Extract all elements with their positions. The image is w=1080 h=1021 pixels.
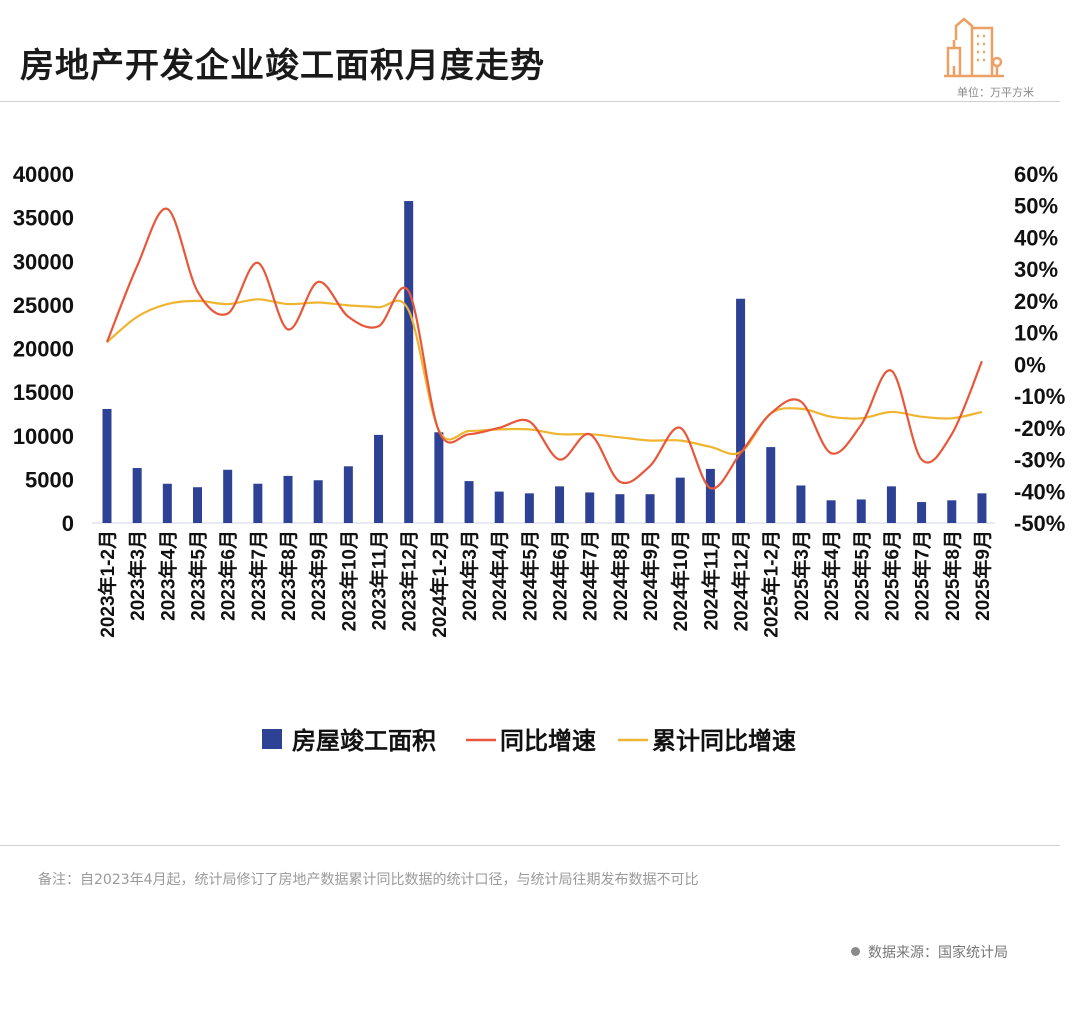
bar bbox=[705, 468, 715, 523]
x-tick-label: 2025年6月 bbox=[880, 530, 903, 621]
bar bbox=[585, 492, 595, 523]
chart-title: 房地产开发企业竣工面积月度走势 bbox=[20, 46, 545, 86]
bar bbox=[645, 494, 655, 523]
x-tick-label: 2025年9月 bbox=[971, 530, 994, 621]
header-divider bbox=[0, 101, 1060, 102]
bar bbox=[223, 469, 233, 523]
x-tick-label: 2024年9月 bbox=[639, 530, 662, 621]
y-left-tick: 10000 bbox=[13, 424, 74, 449]
y-right-tick: 40% bbox=[1014, 225, 1058, 250]
y-left-tick: 30000 bbox=[13, 249, 74, 274]
y-right-tick: 0% bbox=[1014, 352, 1046, 377]
x-tick-label: 2024年4月 bbox=[488, 530, 511, 621]
bar bbox=[374, 434, 384, 523]
bar bbox=[947, 500, 957, 523]
x-tick-label: 2024年6月 bbox=[549, 530, 572, 621]
legend-bar-label: 房屋竣工面积 bbox=[292, 727, 436, 755]
y-right-tick: -10% bbox=[1014, 384, 1065, 409]
legend-cum-label: 累计同比增速 bbox=[652, 727, 796, 755]
bar bbox=[253, 483, 263, 523]
chart: 0 5000 10000 15000 20000 25000 30000 35000 40000… bbox=[13, 162, 1066, 755]
bar bbox=[856, 499, 866, 523]
unit-label: 单位：万平方米 bbox=[957, 86, 1034, 99]
x-tick-label: 2025年1-2月 bbox=[760, 530, 783, 638]
x-tick-label: 2023年10月 bbox=[337, 530, 360, 631]
bar bbox=[193, 487, 203, 523]
x-tick-label: 2025年5月 bbox=[850, 530, 873, 621]
x-tick-label: 2023年8月 bbox=[277, 530, 300, 621]
legend-yoy-label: 同比增速 bbox=[500, 727, 596, 755]
x-tick-label: 2023年6月 bbox=[217, 530, 240, 621]
x-tick-label: 2025年8月 bbox=[941, 530, 964, 621]
x-tick-label: 2023年9月 bbox=[307, 530, 330, 621]
bar bbox=[917, 502, 927, 523]
footnote: 备注：自2023年4月起，统计局修订了房地产数据累计同比数据的统计口径，与统计局… bbox=[38, 872, 699, 888]
x-tick-label: 2024年11月 bbox=[699, 530, 722, 630]
x-tick-label: 2024年10月 bbox=[669, 530, 692, 631]
bar bbox=[283, 475, 293, 523]
y-right-tick: -50% bbox=[1014, 511, 1065, 536]
x-tick-label: 2025年7月 bbox=[911, 530, 934, 621]
bar bbox=[343, 466, 353, 523]
x-tick-label: 2024年1-2月 bbox=[428, 530, 451, 638]
y-left-tick: 20000 bbox=[13, 337, 74, 362]
y-right-tick: -20% bbox=[1014, 416, 1065, 441]
x-tick-label: 2023年7月 bbox=[247, 530, 270, 621]
y-right-tick: 60% bbox=[1014, 162, 1058, 187]
bar bbox=[886, 486, 896, 523]
x-tick-label: 2023年12月 bbox=[398, 530, 421, 631]
y-right-tick: 50% bbox=[1014, 194, 1058, 219]
y-left-tick: 25000 bbox=[13, 293, 74, 318]
bar bbox=[313, 480, 323, 523]
bar bbox=[766, 447, 776, 523]
bar bbox=[796, 485, 806, 523]
bar bbox=[434, 432, 444, 523]
bar bbox=[404, 201, 414, 524]
x-tick-label: 2025年3月 bbox=[790, 530, 813, 621]
bar bbox=[615, 494, 625, 523]
x-tick-label: 2024年12月 bbox=[730, 530, 753, 631]
legend-bar-swatch bbox=[262, 729, 282, 749]
source-text: 数据来源：国家统计局 bbox=[868, 945, 1008, 961]
x-tick-label: 2023年4月 bbox=[156, 530, 179, 621]
y-right-tick: 30% bbox=[1014, 257, 1058, 282]
bar bbox=[162, 483, 172, 523]
bar bbox=[524, 493, 534, 523]
y-right-tick: 20% bbox=[1014, 289, 1058, 314]
footer-divider bbox=[0, 845, 1060, 846]
bar bbox=[826, 500, 836, 523]
x-tick-label: 2023年5月 bbox=[187, 530, 210, 621]
y-left-tick: 0 bbox=[62, 511, 74, 536]
y-right-tick: -30% bbox=[1014, 448, 1065, 473]
x-tick-label: 2024年8月 bbox=[609, 530, 632, 621]
bar bbox=[494, 491, 504, 523]
dot-icon bbox=[851, 947, 860, 956]
x-tick-label: 2023年11月 bbox=[368, 530, 391, 630]
buildings-icon bbox=[944, 16, 1004, 82]
y-left-tick: 5000 bbox=[25, 467, 74, 492]
source-label: 数据来源：国家统计局 bbox=[851, 942, 1008, 962]
x-tick-label: 2024年7月 bbox=[579, 530, 602, 621]
bar bbox=[464, 481, 474, 523]
x-tick-label: 2023年1-2月 bbox=[96, 530, 119, 638]
x-tick-label: 2023年3月 bbox=[126, 530, 149, 621]
bar bbox=[132, 468, 142, 523]
x-tick-label: 2024年5月 bbox=[518, 530, 541, 621]
y-right-tick: -40% bbox=[1014, 479, 1065, 504]
bar bbox=[736, 298, 746, 523]
y-left-tick: 35000 bbox=[13, 206, 74, 231]
x-tick-label: 2025年4月 bbox=[820, 530, 843, 621]
bar bbox=[675, 477, 685, 523]
x-tick-label: 2024年3月 bbox=[458, 530, 481, 621]
y-left-tick: 40000 bbox=[13, 162, 74, 187]
cumulative-yoy-line bbox=[106, 298, 983, 456]
bar bbox=[977, 493, 987, 523]
y-left-tick: 15000 bbox=[13, 380, 74, 405]
bar bbox=[555, 486, 565, 523]
bar bbox=[102, 408, 112, 523]
yoy-line bbox=[105, 207, 983, 490]
y-right-tick: 10% bbox=[1014, 321, 1058, 346]
